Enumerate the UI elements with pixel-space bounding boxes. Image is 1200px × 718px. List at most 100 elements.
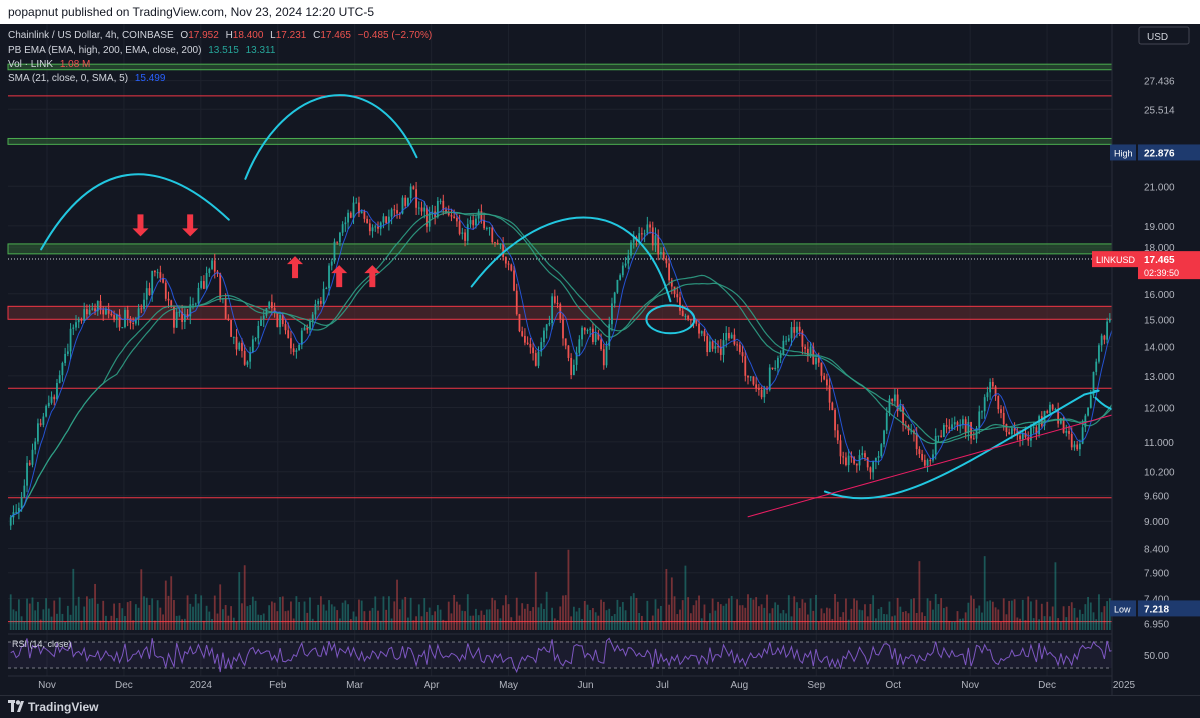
volume-bar	[983, 556, 986, 630]
candle-body	[290, 338, 292, 349]
volume-bar	[771, 608, 774, 630]
candle-body	[145, 288, 148, 300]
volume-bar	[763, 607, 766, 630]
candle-body	[319, 300, 322, 304]
candle-body	[450, 215, 453, 217]
volume-bar	[371, 607, 374, 630]
candle-body	[845, 457, 847, 466]
candle-body	[741, 352, 744, 357]
volume-bar	[526, 603, 529, 630]
volume-bar	[1040, 603, 1043, 630]
candle-body	[115, 314, 118, 320]
volume-bar	[880, 607, 883, 630]
volume-bar	[915, 612, 918, 630]
candle-body	[1103, 335, 1106, 340]
candle-body	[58, 375, 61, 383]
candle-body	[613, 292, 616, 304]
volume-bar	[581, 618, 583, 630]
high-marker-value: 22.876	[1144, 148, 1175, 159]
candle-body	[475, 218, 477, 226]
candle-body	[442, 200, 445, 210]
volume-bar	[760, 604, 763, 630]
candle-body	[736, 344, 739, 346]
candle-body	[616, 279, 619, 293]
price-chart[interactable]: RSI (14, close) USD 27.436 25.514 21.000 19.…	[0, 24, 1200, 695]
candle-body	[15, 511, 18, 513]
candle-body	[499, 243, 502, 245]
volume-bar	[393, 601, 396, 630]
volume-bar	[151, 598, 154, 630]
sma-legend: SMA (21, close, 0, SMA, 5) 15.499	[8, 73, 165, 84]
volume-bar	[1002, 598, 1005, 630]
candle-body	[235, 336, 238, 350]
candle-body	[224, 298, 227, 319]
candle-body	[1098, 345, 1100, 362]
volume-bar	[643, 621, 646, 630]
volume-bar	[472, 615, 475, 630]
high-marker-tag	[1110, 144, 1136, 161]
volume-bar	[216, 613, 219, 630]
candle-body	[407, 198, 409, 206]
candle-body	[700, 331, 703, 334]
volume-bar	[839, 616, 842, 630]
candle-body	[262, 315, 265, 320]
price-tick-label: 11.000	[1144, 438, 1174, 449]
freehand-arc	[40, 173, 230, 251]
volume-bar	[757, 606, 760, 630]
candle-body	[689, 319, 692, 321]
volume-bar	[722, 605, 725, 630]
candle-body	[1040, 416, 1043, 426]
currency-button[interactable]	[1138, 26, 1190, 45]
volume-bar	[861, 610, 864, 630]
candle-body	[232, 336, 235, 338]
candle-body	[877, 456, 880, 458]
candle-body	[524, 335, 526, 343]
volume-bar	[61, 613, 64, 630]
volume-bar	[1008, 600, 1011, 630]
candle-body	[556, 302, 559, 305]
candle-body	[447, 212, 450, 216]
price-tick-label: 12.000	[1144, 403, 1175, 414]
candle-body	[183, 314, 186, 322]
candle-body	[733, 334, 736, 345]
candle-body	[75, 322, 77, 328]
volume-bar	[202, 620, 205, 630]
candle-body	[684, 315, 687, 317]
candle-body	[551, 296, 554, 323]
volume-bar	[534, 571, 537, 630]
volume-bar	[660, 605, 662, 630]
volume-bar	[619, 606, 622, 630]
candle-body	[249, 352, 252, 362]
candle-body	[518, 314, 521, 332]
candle-body	[181, 311, 184, 322]
volume-bar	[396, 579, 398, 630]
time-label: Nov	[38, 680, 56, 691]
candle-body	[1065, 430, 1068, 433]
candle-body	[37, 423, 39, 442]
volume-bar	[1057, 618, 1060, 630]
candle-body	[417, 207, 420, 209]
volume-bar	[129, 600, 132, 630]
volume-bar	[698, 595, 700, 630]
candle-body	[771, 367, 774, 369]
candle-body	[295, 350, 298, 352]
volume-bar	[1070, 602, 1073, 630]
candle-body	[872, 461, 875, 473]
candle-body	[714, 346, 717, 349]
candle-body	[575, 352, 578, 365]
volume-bar	[344, 600, 347, 630]
candle-body	[567, 345, 570, 358]
candle-body	[847, 455, 850, 466]
candle-body	[548, 322, 551, 325]
candle-body	[643, 233, 646, 235]
candle-body	[657, 235, 660, 255]
volume-bar	[249, 605, 252, 630]
sma-value: 15.499	[134, 73, 166, 84]
volume-bar	[328, 600, 330, 630]
candle-body	[978, 411, 981, 428]
candle-body	[404, 197, 407, 206]
price-tick-label: 6.950	[1144, 619, 1169, 630]
volume-bar	[934, 594, 937, 630]
candle-body	[347, 212, 349, 223]
candle-body	[703, 331, 706, 337]
